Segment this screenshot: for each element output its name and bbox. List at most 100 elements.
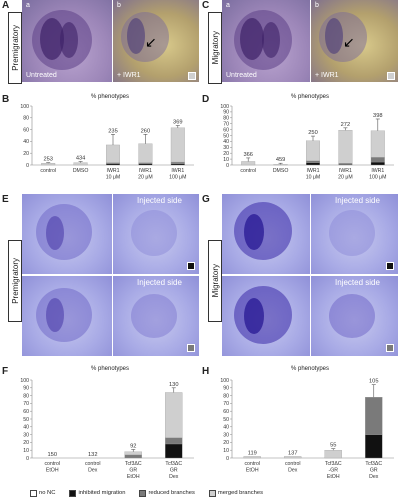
panel-letter-b: B [2,94,10,105]
legend-item-no-nc: no NC [30,489,56,497]
panel-e-image-bottom-left [22,276,112,356]
legend-label-merged-branches: merged branches [217,490,264,496]
y-tick-label: 70 [23,401,29,407]
legend-item-merged-branches: merged branches [208,489,264,497]
bar-segment-reduced-branches [338,163,353,165]
y-tick-label: 60 [23,409,29,415]
bar-segment-inhibited-migration [165,443,183,459]
bar-segment-reduced-branches [165,437,183,445]
x-tick-label: 10 μM [106,175,121,181]
bar-segment-merged-branches [41,163,56,166]
bar-count-label: 369 [173,119,183,125]
panel-c-caption-iwr1: + IWR1 [315,72,339,79]
x-tick-label: GR [370,468,378,474]
bar-count-label: 434 [76,155,86,161]
panel-c-image-untreated: a Untreated [222,0,310,82]
bar-segment-merged-branches [243,456,261,459]
y-tick-label: 80 [223,116,229,122]
arrow-icon: ↙ [343,34,355,50]
x-tick-label: 100 μM [169,175,186,181]
x-tick-label: control [244,461,260,467]
x-tick-label: DMSO [73,168,89,174]
x-tick-label: control [44,461,60,467]
bar-count-label: 272 [341,122,351,128]
panel-letter-c: C [202,0,210,11]
bar-count-label: 235 [108,128,118,134]
y-tick-label: 30 [223,432,229,438]
bar-count-label: 459 [276,157,286,163]
bar-count-label: 150 [48,452,58,458]
panel-g-injected-bottom: Injected side [335,278,380,287]
x-tick-label: 20 μM [138,175,153,181]
y-tick-label: 60 [223,127,229,133]
bar-count-label: 55 [330,443,336,449]
bar-count-label: 105 [369,379,379,385]
panel-g-vertical-label-box: Migratory [208,240,222,322]
inhibited-migration-square-icon [187,262,195,270]
bar-segment-reduced-branches [170,161,185,164]
y-tick-label: 20 [23,440,29,446]
x-tick-label: control [40,168,56,174]
panel-g-image-bottom-left [222,276,310,356]
legend-label-no-nc: no NC [39,490,56,496]
panel-a-caption-untreated: Untreated [26,72,57,79]
panel-c-sub-b: b [315,2,319,9]
reduced-branches-square-icon [187,344,195,352]
x-tick-label: Dex [288,468,298,474]
x-tick-label: IWR1 [107,168,120,174]
panel-e-injected-bottom: Injected side [137,278,182,287]
y-tick-label: 40 [223,139,229,145]
panel-c-image-iwr1: ↙ b + IWR1 [311,0,398,82]
x-tick-label: IWR1 [371,168,384,174]
chart-f-title: % phenotypes [90,366,130,372]
y-tick-label: 50 [223,417,229,423]
panel-e-vertical-label: Premigratory [10,258,20,304]
x-tick-label: EtOH [327,474,340,480]
x-tick-label: DMSO [273,168,289,174]
y-tick-label: 20 [23,151,29,157]
panel-g-image-bottom-right: Injected side [311,276,398,356]
bar-segment-reduced-branches [138,162,153,164]
merged-branches-square-icon [188,72,196,80]
y-tick-label: 0 [26,456,29,462]
y-tick-label: 90 [223,386,229,392]
x-tick-label: GR [129,468,137,474]
panel-g-injected-top: Injected side [335,196,380,205]
bar-segment-inhibited-migration [138,163,153,166]
y-tick-label: 40 [23,139,29,145]
panel-c-caption-untreated: Untreated [226,72,257,79]
bar-segment-merged-branches [124,451,142,456]
bar-segment-inhibited-migration [365,434,383,459]
panel-a-sub-a: a [26,2,30,9]
bar-count-label: 260 [141,128,151,134]
panel-letter-d: D [202,94,210,105]
x-tick-label: IWR1 [171,168,184,174]
inhibited-migration-square-icon [386,262,394,270]
bar-count-label: 92 [130,443,136,449]
legend: no NC inhibited migration reduced branch… [30,488,390,498]
chart-b-title: % phenotypes [90,94,130,100]
bar-segment-reduced-branches [306,160,320,163]
x-tick-label: -GR [328,468,338,474]
chart-h: 0102030405060708090100119controlEtOH137c… [220,378,394,480]
x-tick-label: 20 μM [338,175,353,181]
bar-segment-inhibited-migration [170,163,185,166]
bar-count-label: 366 [243,152,253,158]
panel-a-image-iwr1: ↙ b + IWR1 [113,0,199,82]
y-tick-label: 0 [26,163,29,169]
panel-e-image-top-left [22,194,112,274]
x-tick-label: control [85,461,101,467]
y-tick-label: 100 [220,378,229,384]
y-tick-label: 10 [23,448,29,454]
panel-g-image-top-right: Injected side [311,194,398,274]
y-tick-label: 10 [223,157,229,163]
x-tick-label: Dex [88,468,98,474]
bar-count-label: 119 [248,450,257,456]
y-tick-label: 60 [223,409,229,415]
x-tick-label: IWR1 [139,168,152,174]
panel-e-injected-top: Injected side [137,196,182,205]
bar-segment-merged-branches [324,450,342,459]
y-tick-label: 40 [223,425,229,431]
